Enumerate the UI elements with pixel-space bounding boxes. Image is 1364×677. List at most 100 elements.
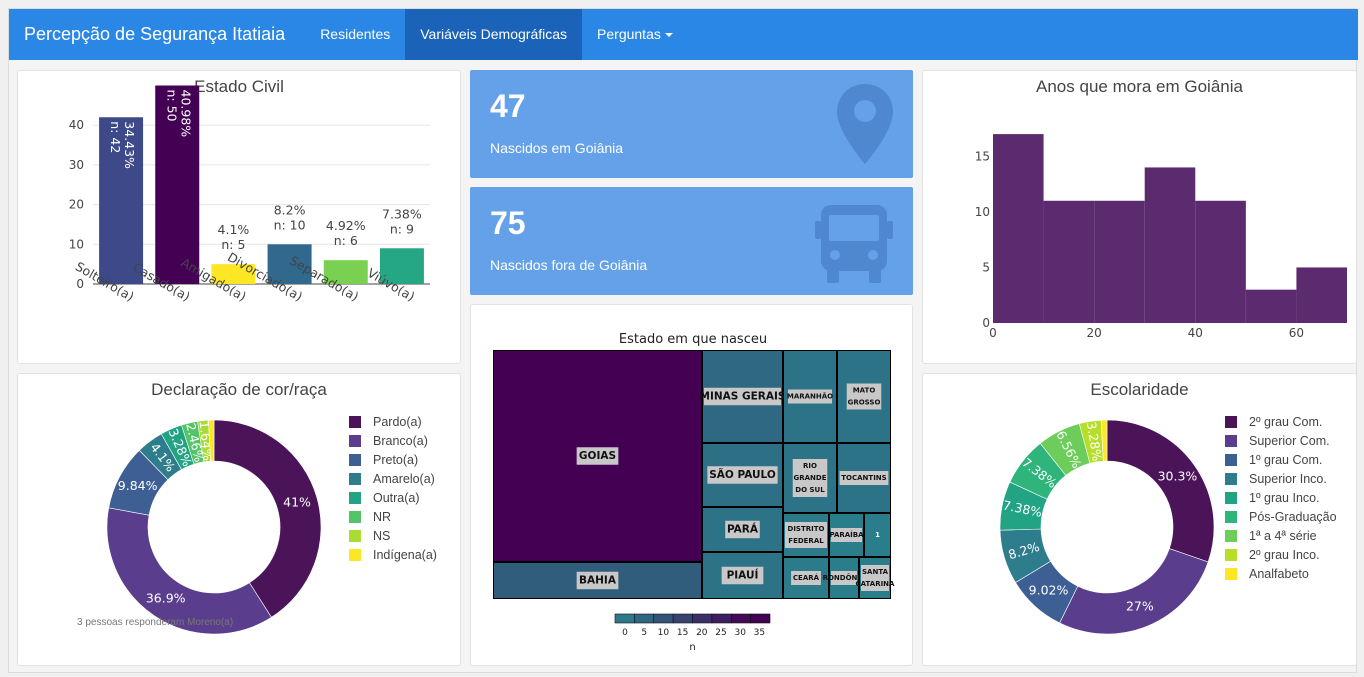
nav-tab-residentes[interactable]: Residentes [305,9,405,60]
valuebox-label: Nascidos em Goiânia [490,140,623,156]
histogram-bar[interactable] [1145,167,1196,323]
donut-slice[interactable] [214,420,321,617]
bar-label-n: n: 6 [334,233,358,248]
valuebox-nascidos-goiania: 47 Nascidos em Goiânia [470,70,913,178]
legend-item[interactable]: Superior Com. [1225,431,1337,450]
legend-swatch [1225,435,1237,447]
tile-label: SÃO PAULO [709,468,776,481]
histogram-bar[interactable] [1044,201,1095,323]
color-scale-step [693,614,712,623]
y-tick-label: 5 [982,260,990,274]
color-scale-step [654,614,673,623]
tile-label: MINAS GERAIS [700,391,786,403]
tile-label: FEDERAL [788,537,824,545]
legend-swatch [1225,416,1237,428]
histogram-bar[interactable] [1296,267,1347,323]
legend-item[interactable]: 2º grau Inco. [1225,545,1337,564]
histogram-bar[interactable] [1094,201,1145,323]
color-scale-title: n [689,642,695,653]
panel-estado-nasceu: Estado em que nasceu GOIAS BAHIA MINAS GERA… [470,304,913,666]
legend-label: Analfabeto [1249,567,1309,581]
color-scale-step [731,614,750,623]
slice-label: 9.84% [118,478,158,493]
legend-swatch [1225,511,1237,523]
x-tick-label: 20 [1087,326,1102,340]
legend-item[interactable]: Pardo(a) [349,412,437,431]
legend-label: 1ª a 4ª série [1249,529,1317,543]
legend-item[interactable]: 1º grau Inco. [1225,488,1337,507]
tile-label: 1 [875,531,880,539]
histogram-bar[interactable] [993,134,1044,323]
slice-label: 36.9% [146,590,186,605]
legend-item[interactable]: Analfabeto [1225,564,1337,583]
legend-item[interactable]: Indígena(a) [349,545,437,564]
color-scale-step [712,614,731,623]
bar-label-pct: 40.98% [178,90,193,138]
slice-label: 27% [1126,599,1154,614]
legend-item[interactable]: Preto(a) [349,450,437,469]
color-scale-tick: 10 [658,628,670,638]
legend-item[interactable]: Branco(a) [349,431,437,450]
color-scale-step [615,614,634,623]
tile-label: MARANHÃO [787,392,833,401]
estado-nasceu-treemap[interactable]: Estado em que nasceu GOIAS BAHIA MINAS GERA… [471,305,914,667]
bar-label-pct: 4.92% [326,218,366,233]
tile-label: PIAUÍ [727,569,759,582]
legend-item[interactable]: NR [349,507,437,526]
bar-label-pct: 7.38% [382,206,422,221]
nav-dropdown-perguntas[interactable]: Perguntas [582,9,688,60]
slice-label: 41% [283,494,311,509]
moreno-note: 3 pessoas responderam Moreno(a) [77,617,233,628]
tile-label: SANTA [862,568,889,576]
legend-label: 1º grau Inco. [1249,491,1320,505]
donut-slice[interactable] [107,508,271,634]
donut-slice[interactable] [1107,420,1214,562]
legend-swatch [349,454,361,466]
valuebox-number: 47 [490,88,526,125]
histogram-bar[interactable] [1195,201,1246,323]
bar-label-pct: 4.1% [218,222,250,237]
legend-item[interactable]: 1º grau Com. [1225,450,1337,469]
legend-swatch [1225,549,1237,561]
legend-label: Superior Inco. [1249,472,1327,486]
legend-item[interactable]: Pós-Graduação [1225,507,1337,526]
y-tick-label: 40 [69,118,84,132]
y-tick-label: 30 [69,158,84,172]
color-scale-tick: 30 [734,628,746,638]
legend-item[interactable]: 2º grau Com. [1225,412,1337,431]
legend-swatch [349,530,361,542]
donut-slice[interactable] [1060,549,1208,634]
legend-label: Superior Com. [1249,434,1330,448]
legend-label: Indígena(a) [373,548,437,562]
legend-item[interactable]: Outra(a) [349,488,437,507]
app-brand[interactable]: Percepção de Segurança Itatiaia [9,9,305,60]
legend-label: NR [373,510,391,524]
legend-item[interactable]: Superior Inco. [1225,469,1337,488]
legend-item[interactable]: 1ª a 4ª série [1225,526,1337,545]
color-scale-step [673,614,692,623]
legend-label: Branco(a) [373,434,428,448]
color-scale-tick: 0 [622,628,628,638]
legend-label: Amarelo(a) [373,472,435,486]
legend-swatch [349,416,361,428]
tile-label: GRANDE [793,474,826,482]
nav-tab-variaveis-demograficas[interactable]: Variáveis Demográficas [405,9,582,60]
legend-item[interactable]: NS [349,526,437,545]
y-tick-label: 10 [975,205,990,219]
x-tick-label: 0 [989,326,997,340]
panel-anos-goiania: Anos que mora em Goiânia 0 5 10 15 0 20 40 60 [922,70,1357,364]
panel-cor-raca: Declaração de cor/raça 41% 36.9% 9.84% 4.1%… [17,373,461,666]
legend-swatch [1225,492,1237,504]
bar-label-n: n: 9 [390,221,414,236]
bar-label-n: n: 50 [164,90,179,122]
valuebox-nascidos-fora: 75 Nascidos fora de Goiânia [470,187,913,295]
legend-item[interactable]: Amarelo(a) [349,469,437,488]
panel-escolaridade: Escolaridade 30.3% 27% 9.02% 8.2% 7.38% 7.38%… [922,373,1357,666]
anos-goiania-chart[interactable]: 0 5 10 15 0 20 40 60 [923,71,1358,365]
histogram-bar[interactable] [1246,290,1297,323]
app-frame: Percepção de Segurança Itatiaia Resident… [8,8,1357,673]
navbar: Percepção de Segurança Itatiaia Resident… [9,9,1358,60]
tile-label: GOIAS [579,450,616,462]
x-tick-label: 60 [1289,326,1304,340]
